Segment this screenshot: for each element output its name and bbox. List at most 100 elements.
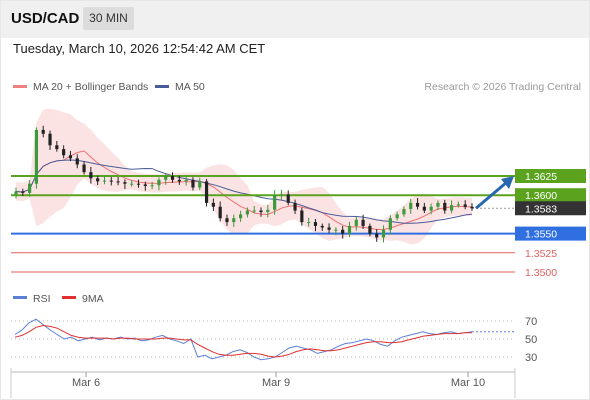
candle-body [62, 149, 66, 156]
candle-body [293, 202, 297, 211]
support-level-label: 1.3525 [525, 248, 557, 260]
candle-body [470, 206, 474, 209]
ma50-legend-label: MA 50 [175, 81, 205, 93]
candle-body [388, 218, 392, 230]
candle-body [96, 178, 100, 182]
support-level-label: 1.3500 [525, 267, 557, 279]
rsi-level-label: 50 [525, 334, 537, 346]
candle-body [443, 202, 447, 211]
resistance-level-tag [515, 188, 586, 203]
candle-body [170, 176, 175, 180]
rsi-ma-legend-swatch [62, 296, 76, 299]
candle-body [150, 185, 154, 187]
candle-body [130, 183, 134, 185]
candle-body [422, 206, 426, 211]
candle-body [273, 195, 277, 210]
candle-body [456, 204, 460, 206]
candle-body [327, 227, 331, 230]
timeframe-button[interactable]: 30 MIN [83, 7, 134, 30]
candle-body [184, 179, 188, 182]
candle-body [225, 218, 229, 223]
candle-body [177, 179, 181, 182]
copyright-text: Research © 2026 Trading Central [424, 81, 581, 93]
last-price-tag [515, 201, 586, 216]
chart-datetime: Tuesday, March 10, 2026 12:54:42 AM CET [13, 41, 266, 56]
candle-body [211, 202, 215, 207]
target-arrow-shaft [475, 180, 508, 210]
candle-body [463, 204, 467, 207]
pivot-level-label: 1.3550 [525, 229, 557, 241]
candle-body [300, 210, 304, 223]
chart-header-bar: USD/CAD 30 MIN [0, 0, 590, 38]
rsi-level-label: 70 [525, 316, 537, 328]
candle-body [415, 202, 420, 207]
candle-body [395, 214, 399, 219]
rsi-legend-swatch [13, 296, 27, 299]
candle-body [341, 229, 345, 234]
candle-body [123, 182, 127, 184]
candle-body [55, 145, 59, 150]
candle-body [198, 181, 202, 188]
candle-body [252, 210, 256, 212]
candle-body [436, 202, 440, 207]
candle-body [368, 225, 372, 234]
candle-body [109, 180, 113, 182]
candle-body [143, 184, 147, 186]
last-price-label: 1.3583 [525, 203, 557, 215]
candle-body [354, 219, 358, 226]
candle-body [191, 179, 195, 188]
x-tick-label: Mar 10 [451, 377, 485, 389]
resistance-level-tag [515, 169, 586, 183]
candle-body [449, 205, 454, 211]
candle-body [102, 180, 107, 182]
ma50-line [15, 159, 473, 224]
rsi-line [14, 318, 473, 361]
candle-body [361, 219, 365, 226]
candle-body [21, 191, 25, 193]
symbol-label: USD/CAD [11, 10, 80, 27]
candle-body [14, 191, 18, 195]
ma20-line [15, 150, 473, 230]
candle-body [82, 164, 86, 173]
target-arrow-head [501, 176, 514, 189]
rsi-legend-label: RSI [33, 293, 51, 305]
candle-body [286, 194, 290, 203]
candle-body [320, 225, 324, 228]
candle-body [266, 209, 270, 213]
candle-body [164, 176, 168, 180]
candle-body [259, 210, 263, 213]
x-tick-label: Mar 6 [72, 377, 100, 389]
candle-body [116, 181, 120, 183]
candle-body [402, 209, 406, 215]
candle-body [347, 225, 352, 234]
resistance-level-label: 1.3600 [525, 190, 557, 202]
candle-body [409, 202, 413, 210]
rsi-ma-line [14, 324, 472, 358]
candle-body [232, 218, 236, 223]
candle-body [313, 222, 318, 226]
ma20-legend-label: MA 20 + Bollinger Bands [33, 81, 148, 93]
candle-body [218, 206, 222, 219]
candle-body [429, 206, 433, 211]
candle-body [157, 179, 161, 186]
x-tick-label: Mar 9 [262, 377, 290, 389]
candle-body [245, 210, 250, 215]
candle-body [89, 172, 93, 179]
candle-body [75, 158, 79, 165]
candle-body [136, 183, 141, 185]
candle-body [48, 133, 52, 146]
rsi-ma-legend-label: 9MA [82, 293, 104, 305]
candle-body [204, 181, 209, 203]
candle-body [41, 129, 45, 134]
ma20-legend-swatch [13, 85, 27, 88]
pivot-level-tag [515, 226, 586, 241]
ma50-legend-swatch [155, 85, 169, 88]
rsi-level-label: 30 [525, 352, 537, 364]
candle-body [381, 229, 386, 238]
candle-body [28, 183, 32, 193]
candle-body [68, 155, 73, 159]
candle-body [375, 233, 379, 238]
resistance-level-label: 1.3625 [525, 171, 557, 183]
candle-body [307, 222, 311, 224]
